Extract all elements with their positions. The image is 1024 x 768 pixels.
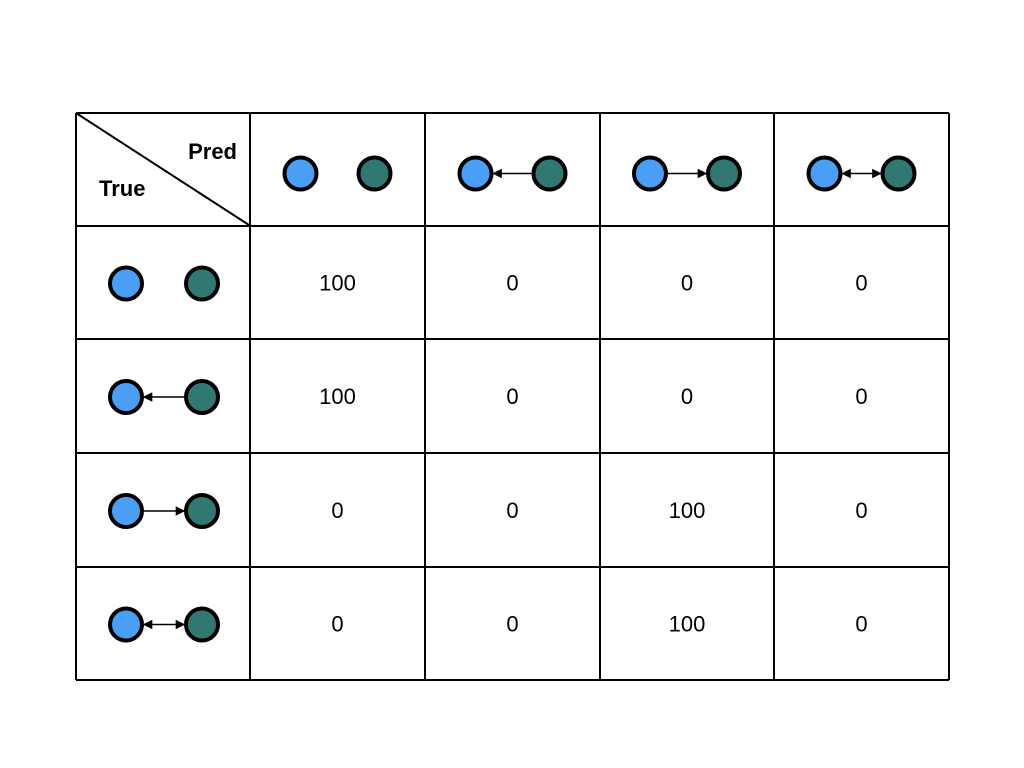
pred-header-label: Pred	[188, 139, 237, 164]
column-header-0	[282, 155, 393, 192]
node-teal	[184, 265, 220, 302]
row-header-3	[108, 606, 220, 643]
cell-value-r0-c2: 0	[681, 271, 693, 296]
node-blue	[108, 265, 144, 302]
corner-diagonal	[75, 112, 250, 226]
cell-value-r3-c1: 0	[506, 612, 518, 637]
column-headers	[282, 155, 917, 192]
node-blue	[632, 155, 668, 192]
row-header-1	[108, 379, 220, 415]
cell-value-r1-c1: 0	[506, 384, 518, 409]
cell-value-r2-c2: 100	[669, 498, 706, 523]
matrix-cells: 100 0 0 0 100 0 0 0 0 0 100 0 0 0 100 0	[319, 271, 867, 637]
row-header-2	[108, 493, 220, 529]
cell-value-r0-c0: 100	[319, 271, 356, 296]
cell-value-r1-c3: 0	[855, 384, 867, 409]
node-blue	[282, 155, 319, 192]
row-headers	[108, 265, 220, 643]
node-teal	[184, 379, 220, 415]
node-teal	[356, 155, 393, 192]
column-header-3	[806, 155, 917, 192]
node-teal	[184, 606, 220, 643]
true-header-label: True	[99, 176, 145, 201]
cell-value-r2-c0: 0	[331, 498, 343, 523]
cell-value-r0-c3: 0	[855, 271, 867, 296]
node-teal	[184, 493, 220, 529]
node-teal	[706, 155, 742, 192]
column-header-1	[457, 155, 568, 192]
node-blue	[108, 606, 144, 643]
column-header-2	[632, 155, 742, 192]
cell-value-r2-c3: 0	[855, 498, 867, 523]
table-grid	[75, 112, 950, 681]
node-teal	[880, 155, 917, 192]
node-blue	[457, 155, 494, 192]
node-blue	[108, 379, 144, 415]
row-header-0	[108, 265, 220, 302]
cell-value-r3-c2: 100	[669, 612, 706, 637]
cell-value-r0-c1: 0	[506, 271, 518, 296]
cell-value-r3-c3: 0	[855, 612, 867, 637]
node-teal	[531, 155, 568, 192]
cell-value-r2-c1: 0	[506, 498, 518, 523]
node-blue	[108, 493, 144, 529]
node-blue	[806, 155, 843, 192]
cell-value-r1-c2: 0	[681, 384, 693, 409]
cell-value-r1-c0: 100	[319, 384, 356, 409]
cell-value-r3-c0: 0	[331, 612, 343, 637]
